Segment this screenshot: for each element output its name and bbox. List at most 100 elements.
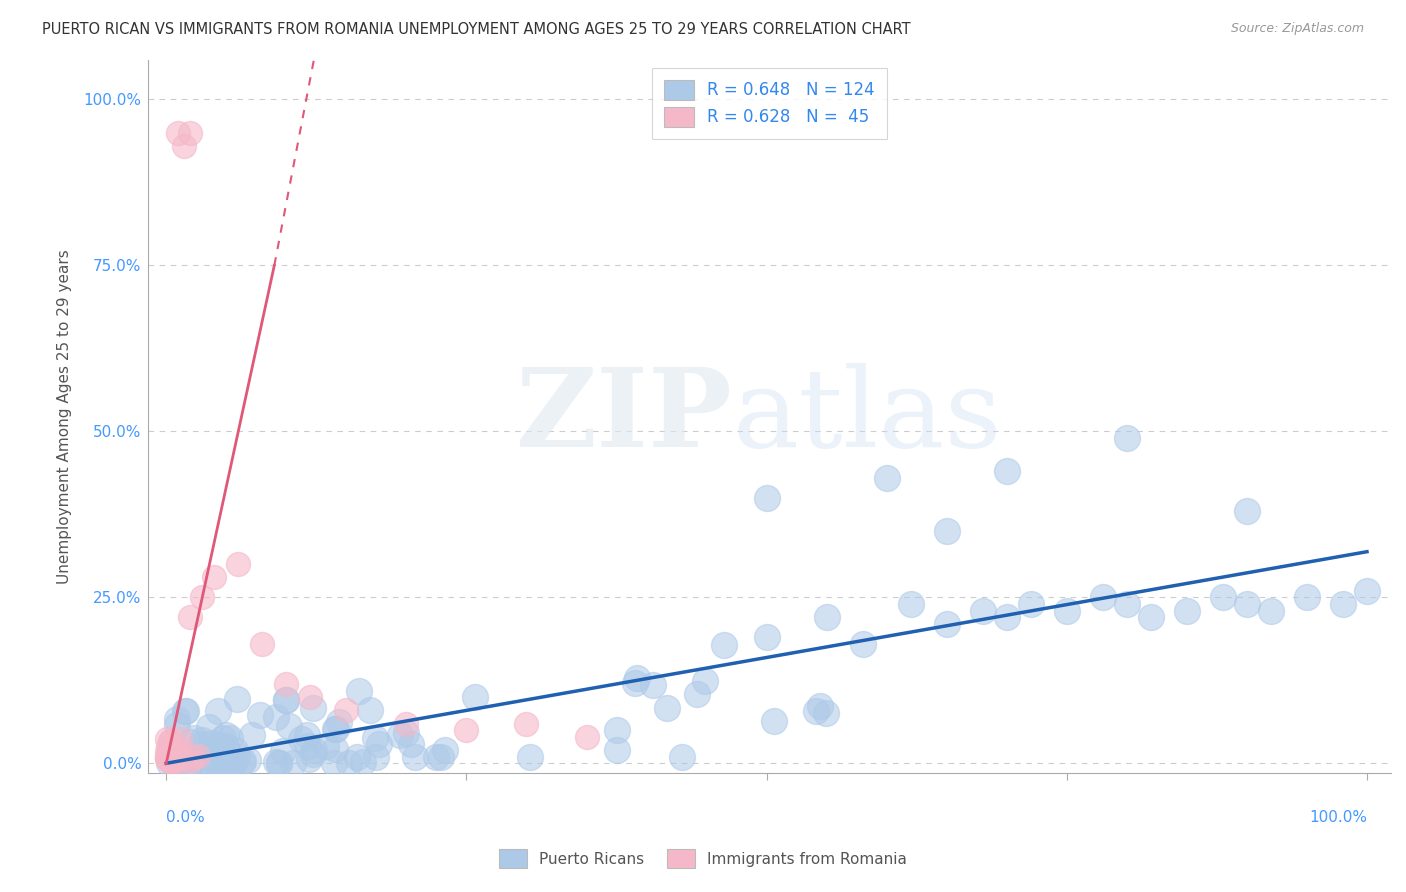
Point — [156, 752, 179, 766]
Point — [1236, 597, 1258, 611]
Point — [346, 749, 368, 764]
Point — [155, 732, 177, 747]
Point — [359, 703, 381, 717]
Point — [388, 728, 411, 742]
Y-axis label: Unemployment Among Ages 25 to 29 years: Unemployment Among Ages 25 to 29 years — [58, 249, 72, 584]
Point — [236, 753, 259, 767]
Point — [207, 704, 229, 718]
Point — [163, 748, 186, 763]
Point — [181, 756, 204, 771]
Point — [160, 755, 183, 769]
Text: atlas: atlas — [733, 363, 1002, 470]
Point — [352, 755, 374, 769]
Point — [515, 716, 537, 731]
Point — [166, 756, 188, 770]
Point — [187, 756, 209, 771]
Text: 0.0%: 0.0% — [166, 810, 205, 825]
Point — [267, 756, 290, 771]
Point — [214, 728, 236, 742]
Point — [205, 756, 228, 771]
Point — [755, 491, 778, 505]
Point — [1056, 604, 1078, 618]
Point — [160, 753, 183, 767]
Point — [211, 756, 233, 771]
Point — [159, 735, 181, 749]
Point — [179, 126, 201, 140]
Point — [181, 756, 204, 771]
Point — [159, 744, 181, 758]
Point — [276, 676, 298, 690]
Point — [900, 597, 922, 611]
Point — [367, 738, 389, 752]
Point — [456, 723, 478, 738]
Point — [166, 747, 188, 762]
Point — [160, 754, 183, 768]
Point — [252, 637, 274, 651]
Point — [187, 748, 209, 763]
Point — [191, 591, 214, 605]
Point — [519, 749, 541, 764]
Point — [180, 756, 202, 770]
Point — [328, 714, 350, 729]
Point — [165, 756, 187, 771]
Point — [671, 749, 693, 764]
Point — [264, 710, 287, 724]
Point — [226, 750, 249, 764]
Point — [297, 728, 319, 742]
Point — [283, 756, 305, 771]
Point — [762, 714, 785, 728]
Point — [1331, 597, 1354, 611]
Point — [1019, 597, 1042, 611]
Point — [202, 570, 225, 584]
Point — [176, 756, 198, 771]
Point — [232, 755, 254, 769]
Point — [297, 739, 319, 754]
Point — [191, 737, 214, 751]
Point — [218, 731, 240, 746]
Point — [876, 471, 898, 485]
Point — [165, 752, 187, 766]
Point — [170, 756, 193, 771]
Point — [298, 752, 321, 766]
Point — [167, 741, 190, 756]
Point — [290, 732, 312, 747]
Point — [1260, 604, 1282, 618]
Point — [301, 701, 323, 715]
Point — [174, 750, 197, 764]
Point — [165, 756, 187, 771]
Point — [212, 731, 235, 745]
Point — [162, 742, 184, 756]
Point — [395, 716, 418, 731]
Point — [315, 739, 337, 754]
Point — [995, 610, 1018, 624]
Point — [217, 756, 239, 771]
Point — [323, 722, 346, 736]
Point — [972, 604, 994, 618]
Point — [347, 684, 370, 698]
Point — [399, 737, 422, 751]
Point — [335, 703, 357, 717]
Point — [1212, 591, 1234, 605]
Point — [626, 671, 648, 685]
Point — [299, 690, 322, 704]
Point — [815, 610, 838, 624]
Point — [1355, 583, 1378, 598]
Point — [224, 742, 246, 756]
Point — [325, 722, 347, 736]
Point — [181, 749, 204, 764]
Point — [686, 687, 709, 701]
Point — [693, 673, 716, 688]
Point — [804, 704, 827, 718]
Point — [1091, 591, 1114, 605]
Point — [159, 733, 181, 747]
Point — [167, 126, 190, 140]
Point — [276, 692, 298, 706]
Point — [1175, 604, 1198, 618]
Point — [641, 678, 664, 692]
Point — [179, 754, 201, 768]
Point — [935, 616, 957, 631]
Point — [221, 756, 243, 771]
Point — [169, 732, 191, 747]
Point — [198, 721, 221, 735]
Point — [995, 464, 1018, 478]
